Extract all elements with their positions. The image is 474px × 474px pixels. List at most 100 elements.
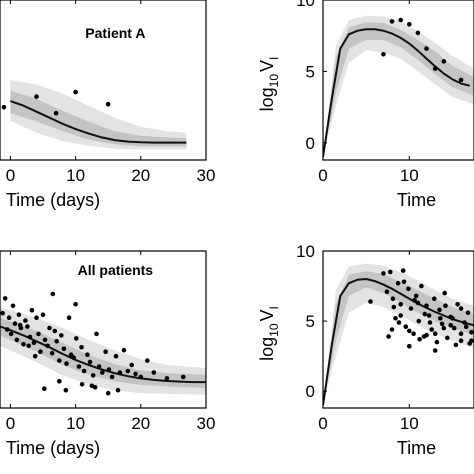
y-tick-label: 0 xyxy=(306,134,315,153)
data-point xyxy=(16,312,22,318)
data-point xyxy=(36,331,41,337)
data-point xyxy=(34,315,39,321)
axes-frame xyxy=(322,250,474,409)
ylabel-fn: log xyxy=(257,337,277,361)
outer-band xyxy=(10,80,187,150)
data-point xyxy=(42,337,48,343)
ylabel-base: 10 xyxy=(267,74,281,88)
median-line xyxy=(0,325,206,384)
data-point xyxy=(442,290,448,296)
data-point xyxy=(42,386,47,392)
data-point xyxy=(85,352,90,358)
x-tick-label: 10 xyxy=(400,414,419,433)
y-tick-label: 5 xyxy=(306,62,315,81)
data-point xyxy=(59,333,64,338)
data-point xyxy=(398,302,404,307)
data-point xyxy=(6,315,12,321)
median-line xyxy=(10,100,187,144)
data-point xyxy=(105,101,111,107)
axes-frame xyxy=(322,0,474,161)
data-point xyxy=(458,338,464,344)
data-point xyxy=(450,316,455,321)
data-point xyxy=(407,22,412,27)
outer-band xyxy=(323,15,474,158)
data-point xyxy=(113,353,119,359)
data-point xyxy=(8,331,14,337)
data-point xyxy=(57,379,62,384)
x-tick-label: 10 xyxy=(400,166,419,185)
data-point xyxy=(432,331,438,337)
data-point xyxy=(115,387,121,393)
data-point xyxy=(151,370,157,375)
panel-title: All patients xyxy=(78,262,154,278)
data-point xyxy=(34,94,39,99)
data-point xyxy=(40,312,46,318)
data-point xyxy=(419,283,424,289)
data-point xyxy=(432,296,437,302)
data-point xyxy=(103,349,108,355)
y-tick-label: 0 xyxy=(306,382,315,401)
data-point xyxy=(47,325,52,331)
data-point xyxy=(81,368,87,374)
data-point xyxy=(415,300,421,306)
x-tick-label: 0 xyxy=(6,414,15,433)
data-point xyxy=(434,339,440,345)
median-line xyxy=(323,28,470,158)
data-point xyxy=(45,343,50,349)
axes-frame xyxy=(0,250,207,409)
data-point xyxy=(401,279,407,285)
data-point xyxy=(465,310,471,316)
data-point xyxy=(424,46,429,51)
data-point xyxy=(408,306,414,311)
data-point xyxy=(395,280,401,286)
data-point xyxy=(23,318,28,323)
data-point xyxy=(64,361,69,366)
data-point xyxy=(63,387,69,393)
data-point xyxy=(133,371,138,377)
data-point xyxy=(90,373,96,378)
plot-area xyxy=(323,263,474,406)
data-point xyxy=(398,313,404,318)
data-point xyxy=(417,337,422,342)
y-axis-label: log10 VI xyxy=(257,306,281,361)
y-tick-label: 10 xyxy=(296,0,315,10)
plot-area xyxy=(323,15,474,158)
data-point xyxy=(73,89,78,95)
x-tick-label: 0 xyxy=(318,414,327,433)
data-point xyxy=(138,374,144,380)
ylabel-sub: I xyxy=(267,306,281,309)
x-tick-label: 20 xyxy=(131,166,150,185)
data-point xyxy=(386,334,391,339)
data-point xyxy=(453,342,459,348)
data-point xyxy=(407,344,412,349)
data-point xyxy=(49,350,55,356)
panel-top-left: 0 10 20 30 Time (days) Patient A xyxy=(0,0,215,210)
data-point xyxy=(389,19,395,24)
y-axis-label: log10 VI xyxy=(257,57,281,112)
data-point xyxy=(368,299,373,304)
data-point xyxy=(76,364,82,369)
data-point xyxy=(53,110,59,116)
data-point xyxy=(406,286,411,292)
data-point xyxy=(14,337,20,343)
data-point xyxy=(437,307,442,313)
data-point xyxy=(87,359,93,365)
data-point xyxy=(61,346,67,352)
data-point xyxy=(441,325,447,331)
inner-band xyxy=(323,22,474,158)
data-point xyxy=(412,297,417,303)
data-point xyxy=(17,322,23,328)
data-point xyxy=(117,370,123,375)
data-point xyxy=(389,327,395,332)
data-point xyxy=(94,331,99,337)
data-point xyxy=(100,370,105,375)
y-tick-label: 10 xyxy=(296,242,315,261)
data-point xyxy=(92,385,98,390)
ylabel-base: 10 xyxy=(267,323,281,337)
data-point xyxy=(57,358,62,363)
inner-band xyxy=(323,271,474,406)
data-point xyxy=(10,303,16,309)
panel-title: Patient A xyxy=(85,25,145,41)
